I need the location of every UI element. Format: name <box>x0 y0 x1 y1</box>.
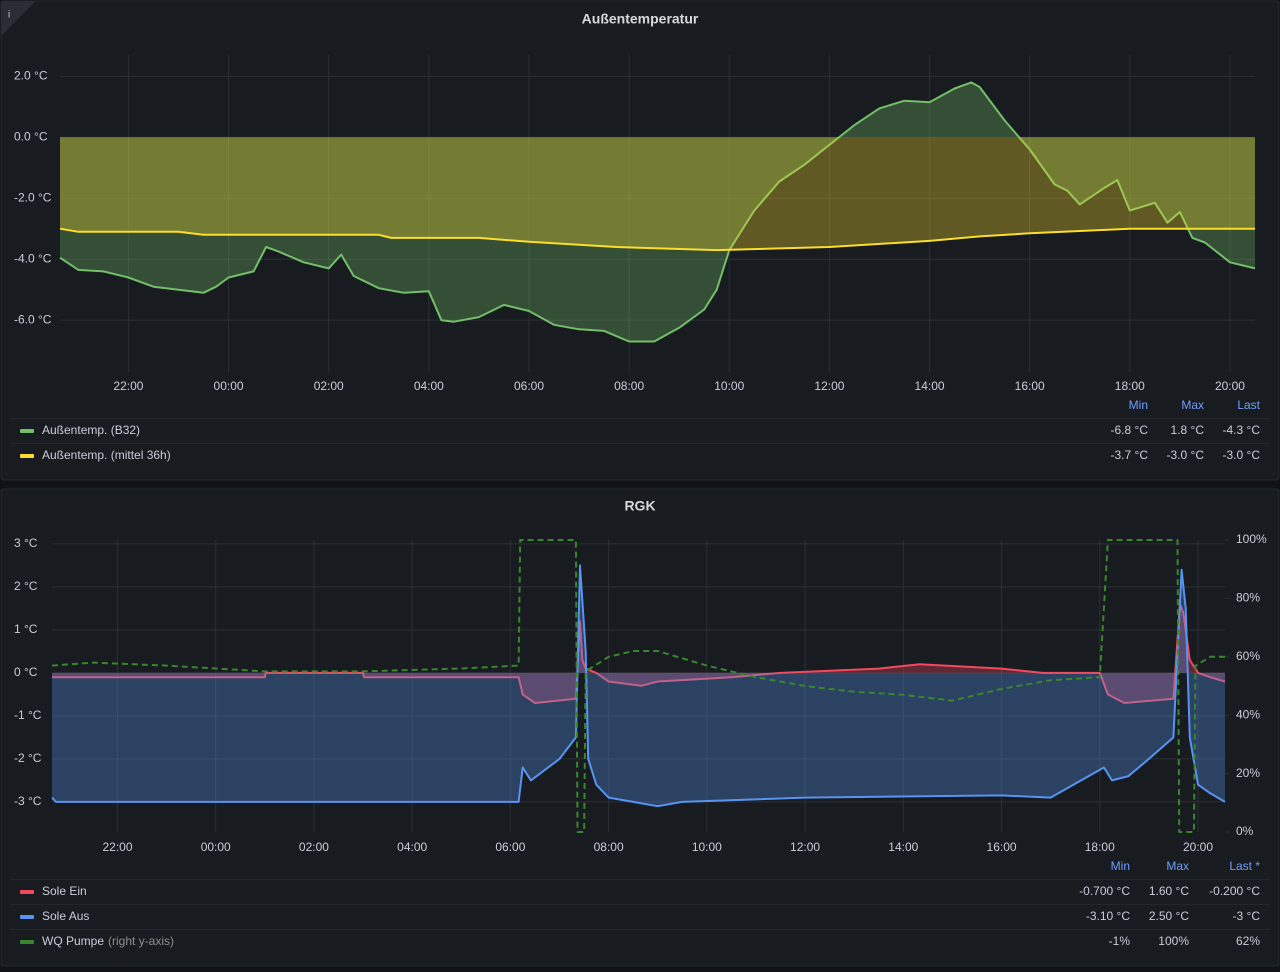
x-tick-label: 14:00 <box>888 840 918 854</box>
x-tick-label: 20:00 <box>1183 840 1213 854</box>
x-tick-label: 16:00 <box>987 840 1017 854</box>
y2-tick-label: 60% <box>1236 649 1260 663</box>
y-tick-label: 2 °C <box>14 579 38 593</box>
x-tick-label: 00:00 <box>201 840 231 854</box>
panel <box>0 488 1280 967</box>
area-fill <box>60 137 1255 251</box>
x-tick-label: 10:00 <box>714 379 744 393</box>
legend-stat: 62% <box>1236 934 1260 948</box>
legend-stat: 100% <box>1158 934 1189 948</box>
y2-tick-label: 40% <box>1236 707 1260 721</box>
x-tick-label: 22:00 <box>102 840 132 854</box>
y-tick-label: -2 °C <box>14 751 42 765</box>
y-tick-label: 1 °C <box>14 622 38 636</box>
x-tick-label: 10:00 <box>692 840 722 854</box>
legend-name: Außentemp. (mittel 36h) <box>42 448 171 462</box>
legend-stat: -6.8 °C <box>1111 423 1149 437</box>
x-tick-label: 14:00 <box>915 379 945 393</box>
series-line <box>51 564 1226 808</box>
y-tick-label: -1 °C <box>14 708 42 722</box>
legend-name: Außentemp. (B32) <box>42 423 140 437</box>
x-tick-label: 06:00 <box>495 840 525 854</box>
x-tick-label: 02:00 <box>299 840 329 854</box>
y-tick-label: -6.0 °C <box>14 312 52 326</box>
legend-header: Min <box>1111 859 1130 873</box>
legend-stat: -3.10 °C <box>1086 909 1130 923</box>
area-fill <box>60 82 1255 342</box>
legend-stat: -3.7 °C <box>1111 448 1149 462</box>
series-line <box>51 539 1225 833</box>
y2-tick-label: 100% <box>1236 532 1267 546</box>
y-tick-label: -3 °C <box>14 794 42 808</box>
legend-swatch <box>20 890 34 894</box>
legend-header: Min <box>1129 398 1148 412</box>
legend-swatch <box>20 915 34 919</box>
series-line <box>59 227 1255 252</box>
x-tick-label: 12:00 <box>790 840 820 854</box>
legend-name: WQ Pumpe <box>42 934 104 948</box>
x-tick-label: 02:00 <box>314 379 344 393</box>
legend-stat: -3.0 °C <box>1167 448 1205 462</box>
y-tick-label: 0 °C <box>14 665 38 679</box>
x-tick-label: 22:00 <box>113 379 143 393</box>
panel-title: Außentemperatur <box>582 11 699 27</box>
x-tick-label: 04:00 <box>397 840 427 854</box>
y-tick-label: 0.0 °C <box>14 129 48 143</box>
panel-title: RGK <box>624 498 655 514</box>
y2-tick-label: 80% <box>1236 591 1260 605</box>
legend-stat: 2.50 °C <box>1149 909 1189 923</box>
legend-stat: -1% <box>1109 934 1131 948</box>
y2-tick-label: 20% <box>1236 766 1260 780</box>
legend-stat: -0.200 °C <box>1209 884 1260 898</box>
x-tick-label: 16:00 <box>1015 379 1045 393</box>
series-line <box>59 81 1256 343</box>
legend-stat: 1.8 °C <box>1171 423 1205 437</box>
x-tick-label: 08:00 <box>614 379 644 393</box>
x-tick-label: 06:00 <box>514 379 544 393</box>
legend-header: Max <box>1166 859 1189 873</box>
panel <box>0 0 1280 481</box>
x-tick-label: 04:00 <box>414 379 444 393</box>
legend-swatch <box>20 429 34 433</box>
y-tick-label: -4.0 °C <box>14 251 52 265</box>
x-tick-label: 20:00 <box>1215 379 1245 393</box>
x-tick-label: 18:00 <box>1115 379 1145 393</box>
legend-stat: -4.3 °C <box>1223 423 1261 437</box>
area-fill <box>52 565 1225 807</box>
y-tick-label: 2.0 °C <box>14 69 48 83</box>
legend-header: Last <box>1237 398 1260 412</box>
x-tick-label: 00:00 <box>214 379 244 393</box>
legend-swatch <box>20 454 34 458</box>
y-tick-label: 3 °C <box>14 536 38 550</box>
legend-name: Sole Aus <box>42 909 89 923</box>
x-tick-label: 08:00 <box>594 840 624 854</box>
y-tick-label: -2.0 °C <box>14 190 52 204</box>
x-tick-label: 12:00 <box>814 379 844 393</box>
info-icon: i <box>8 10 10 21</box>
legend-axis-note: (right y-axis) <box>108 934 174 948</box>
legend-name: Sole Ein <box>42 884 87 898</box>
legend-header: Max <box>1181 398 1204 412</box>
legend-stat: 1.60 °C <box>1149 884 1189 898</box>
y2-tick-label: 0% <box>1236 824 1254 838</box>
legend-swatch <box>20 940 34 944</box>
legend-stat: -3.0 °C <box>1223 448 1261 462</box>
legend-stat: -0.700 °C <box>1079 884 1130 898</box>
x-tick-label: 18:00 <box>1085 840 1115 854</box>
legend-stat: -3 °C <box>1233 909 1261 923</box>
info-corner[interactable] <box>1 1 36 36</box>
legend-header: Last * <box>1229 859 1260 873</box>
